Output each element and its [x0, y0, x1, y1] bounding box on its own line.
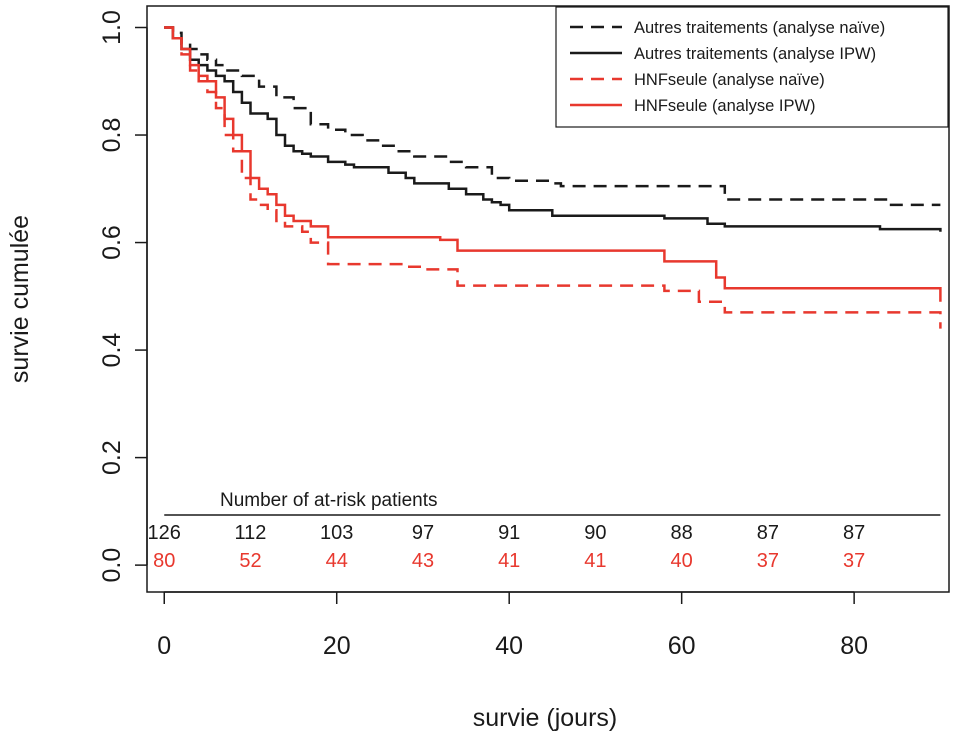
x-tick-label: 60 — [668, 632, 696, 660]
series-line-2 — [164, 26, 942, 232]
risk-count: 87 — [843, 522, 865, 544]
risk-count: 41 — [584, 550, 606, 572]
y-axis-title: survie cumulée — [6, 215, 34, 383]
risk-count: 37 — [757, 550, 779, 572]
x-axis-title: survie (jours) — [473, 704, 617, 732]
x-axis: 0 20 40 60 80 — [157, 591, 868, 660]
risk-count: 103 — [320, 522, 353, 544]
y-tick-label: 1.0 — [98, 10, 126, 45]
legend-label-4: HNFseule (analyse IPW) — [634, 97, 816, 115]
legend: Autres traitements (analyse naïve) Autres… — [555, 6, 949, 128]
risk-count: 80 — [153, 550, 175, 572]
series-group — [164, 26, 942, 329]
risk-count: 87 — [757, 522, 779, 544]
y-tick-label: 0.6 — [98, 225, 126, 260]
risk-count: 52 — [239, 550, 261, 572]
risk-count: 43 — [412, 550, 434, 572]
legend-label-1: Autres traitements (analyse naïve) — [634, 19, 885, 37]
risk-count: 126 — [148, 522, 181, 544]
series-line-4 — [164, 26, 942, 302]
x-tick-label: 80 — [840, 632, 868, 660]
x-tick-label: 40 — [495, 632, 523, 660]
risk-table: Number of at-risk patients 126 112 103 97 91… — [148, 490, 941, 572]
risk-count: 90 — [584, 522, 606, 544]
risk-count: 41 — [498, 550, 520, 572]
series-line-3 — [164, 26, 942, 329]
y-tick-label: 0.2 — [98, 440, 126, 475]
x-tick-label: 20 — [323, 632, 351, 660]
y-axis: 0.0 0.2 0.4 0.6 0.8 1.0 — [98, 10, 148, 583]
risk-count: 97 — [412, 522, 434, 544]
risk-count: 40 — [671, 550, 693, 572]
risk-count: 44 — [326, 550, 348, 572]
x-tick-label: 0 — [157, 632, 171, 660]
risk-table-title: Number of at-risk patients — [220, 490, 438, 511]
y-tick-label: 0.8 — [98, 118, 126, 153]
risk-count: 91 — [498, 522, 520, 544]
risk-count: 88 — [671, 522, 693, 544]
legend-label-2: Autres traitements (analyse IPW) — [634, 45, 876, 63]
risk-count: 37 — [843, 550, 865, 572]
legend-label-3: HNFseule (analyse naïve) — [634, 71, 825, 89]
series-line-1 — [164, 26, 941, 207]
y-tick-label: 0.4 — [98, 333, 126, 368]
risk-count: 112 — [235, 522, 267, 544]
y-tick-label: 0.0 — [98, 548, 126, 583]
